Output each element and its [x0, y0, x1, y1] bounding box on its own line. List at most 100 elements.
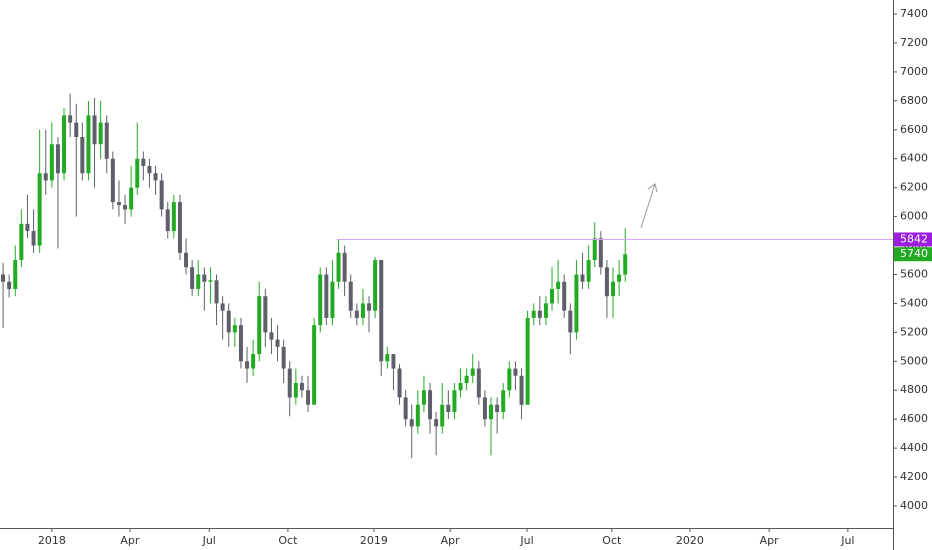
candle-body: [598, 238, 603, 268]
level-price-label: 5842: [900, 232, 928, 245]
candle-body: [129, 187, 134, 210]
candle-body: [171, 202, 176, 232]
candle-body: [92, 115, 97, 145]
y-tick-label: 5200: [900, 325, 928, 338]
candle-body: [196, 274, 201, 289]
candle-body: [586, 260, 591, 282]
candle-body: [184, 252, 189, 268]
candle-body: [428, 390, 433, 420]
candle-body: [421, 390, 426, 405]
candle-body: [513, 368, 518, 376]
x-tick-label: 2019: [360, 534, 388, 547]
candle-body: [464, 375, 469, 384]
candle-body: [147, 165, 152, 174]
x-tick-label: Apr: [760, 534, 780, 547]
candle-body: [379, 260, 384, 362]
y-tick-label: 7000: [900, 65, 928, 78]
candle-body: [482, 397, 487, 420]
candle-body: [537, 310, 542, 318]
last-price-box: [894, 247, 932, 262]
candle-body: [159, 180, 164, 210]
candle-body: [617, 274, 622, 282]
y-tick-label: 4800: [900, 383, 928, 396]
candle-body: [202, 274, 207, 282]
candle-body: [116, 202, 121, 206]
candle-body: [275, 339, 280, 347]
candle-body: [360, 303, 365, 318]
y-tick-label: 6800: [900, 94, 928, 107]
candle-body: [25, 223, 30, 232]
candle-body: [287, 368, 292, 398]
level-price-box: [894, 232, 932, 247]
candle-body: [324, 274, 329, 318]
x-tick-label: Jul: [840, 534, 854, 547]
candle-body: [391, 354, 396, 369]
candle-body: [68, 115, 73, 123]
candle-body: [80, 137, 85, 174]
candle-body: [74, 122, 79, 138]
candle-body: [251, 354, 256, 369]
y-tick-label: 6200: [900, 181, 928, 194]
candle-body: [214, 280, 219, 304]
candle-body: [165, 209, 170, 232]
candle-body: [293, 383, 298, 398]
y-tick-label: 4200: [900, 470, 928, 483]
y-tick-label: 4000: [900, 499, 928, 512]
candle-body: [13, 260, 18, 289]
candle-body: [489, 404, 494, 420]
candle-body: [336, 252, 341, 282]
candle-body: [531, 310, 536, 318]
candle-body: [245, 361, 250, 369]
candle-body: [403, 397, 408, 420]
candle-body: [232, 325, 237, 333]
x-tick-label: Oct: [278, 534, 298, 547]
candle-body: [495, 404, 500, 412]
candle-body: [306, 390, 311, 405]
candle-body: [574, 274, 579, 333]
candle-body: [19, 223, 24, 261]
candle-body: [501, 390, 506, 412]
candle-body: [519, 375, 524, 405]
candle-body: [49, 144, 54, 181]
candle-body: [397, 368, 402, 398]
last-price-label: 5740: [900, 247, 928, 260]
y-tick-label: 5400: [900, 296, 928, 309]
candle-body: [367, 303, 372, 311]
candle-body: [623, 254, 628, 275]
candle-body: [568, 310, 573, 333]
candle-body: [104, 122, 109, 159]
y-tick-label: 5000: [900, 354, 928, 367]
y-tick-label: 6400: [900, 152, 928, 165]
x-tick-label: 2020: [676, 534, 704, 547]
candle-body: [312, 325, 317, 405]
candle-body: [281, 346, 286, 369]
candle-body: [299, 383, 304, 391]
x-tick-label: Apr: [441, 534, 461, 547]
candle-body: [604, 267, 609, 297]
candle-body: [458, 383, 463, 391]
candle-body: [238, 325, 243, 362]
candle-body: [550, 288, 555, 304]
y-tick-label: 4600: [900, 412, 928, 425]
candle-body: [62, 115, 67, 174]
candle-body: [385, 354, 390, 362]
candle-body: [37, 173, 42, 246]
candle-body: [556, 281, 561, 289]
candle-body: [263, 296, 268, 333]
candle-body: [98, 122, 103, 145]
y-tick-label: 4400: [900, 441, 928, 454]
candle-body: [177, 202, 182, 253]
x-tick-label: Oct: [602, 534, 622, 547]
candle-body: [220, 303, 225, 311]
candle-body: [7, 281, 12, 289]
y-tick-label: 5600: [900, 267, 928, 280]
candle-body: [55, 144, 60, 174]
y-tick-label: 6600: [900, 123, 928, 136]
candle-body: [269, 332, 274, 340]
candle-body: [257, 296, 262, 355]
candle-body: [342, 252, 347, 282]
y-tick-label: 7400: [900, 7, 928, 20]
candle-body: [562, 281, 567, 311]
